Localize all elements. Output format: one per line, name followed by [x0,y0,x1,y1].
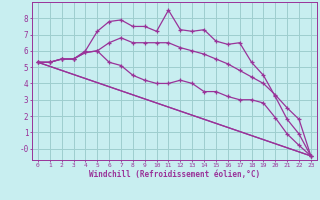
X-axis label: Windchill (Refroidissement éolien,°C): Windchill (Refroidissement éolien,°C) [89,170,260,179]
